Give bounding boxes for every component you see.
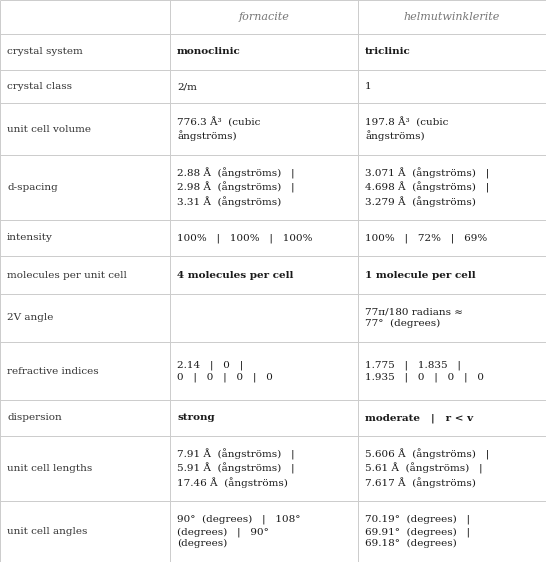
Text: intensity: intensity	[7, 233, 53, 242]
Text: monoclinic: monoclinic	[177, 48, 241, 57]
Text: crystal system: crystal system	[7, 48, 83, 57]
Text: 1.775   |   1.835   |
1.935   |   0   |   0   |   0: 1.775 | 1.835 | 1.935 | 0 | 0 | 0	[365, 360, 484, 382]
Text: 2.14   |   0   |
0   |   0   |   0   |   0: 2.14 | 0 | 0 | 0 | 0 | 0	[177, 360, 273, 382]
Text: 2/m: 2/m	[177, 82, 197, 91]
Text: 1: 1	[365, 82, 372, 91]
Text: fornacite: fornacite	[239, 12, 289, 22]
Text: 197.8 Å³  (cubic
ångströms): 197.8 Å³ (cubic ångströms)	[365, 117, 448, 141]
Text: 1 molecule per cell: 1 molecule per cell	[365, 270, 476, 279]
Text: 5.606 Å  (ångströms)   |
5.61 Å  (ångströms)   |
7.617 Å  (ångströms): 5.606 Å (ångströms) | 5.61 Å (ångströms)…	[365, 448, 489, 488]
Text: moderate   |   r < v: moderate | r < v	[365, 413, 473, 423]
Text: 90°  (degrees)   |   108°
(degrees)   |   90°
(degrees): 90° (degrees) | 108° (degrees) | 90° (de…	[177, 515, 300, 548]
Text: 3.071 Å  (ångströms)   |
4.698 Å  (ångströms)   |
3.279 Å  (ångströms): 3.071 Å (ångströms) | 4.698 Å (ångströms…	[365, 167, 489, 207]
Text: d-spacing: d-spacing	[7, 183, 58, 192]
Text: unit cell lengths: unit cell lengths	[7, 464, 92, 473]
Text: 4 molecules per cell: 4 molecules per cell	[177, 270, 293, 279]
Text: dispersion: dispersion	[7, 414, 62, 423]
Text: unit cell volume: unit cell volume	[7, 125, 91, 134]
Text: 2V angle: 2V angle	[7, 314, 54, 323]
Text: 100%   |   72%   |   69%: 100% | 72% | 69%	[365, 233, 487, 243]
Text: 70.19°  (degrees)   |
69.91°  (degrees)   |
69.18°  (degrees): 70.19° (degrees) | 69.91° (degrees) | 69…	[365, 515, 470, 548]
Text: helmutwinklerite: helmutwinklerite	[404, 12, 500, 22]
Text: 7.91 Å  (ångströms)   |
5.91 Å  (ångströms)   |
17.46 Å  (ångströms): 7.91 Å (ångströms) | 5.91 Å (ångströms) …	[177, 448, 295, 488]
Text: refractive indices: refractive indices	[7, 366, 99, 375]
Text: 100%   |   100%   |   100%: 100% | 100% | 100%	[177, 233, 312, 243]
Text: 2.88 Å  (ångströms)   |
2.98 Å  (ångströms)   |
3.31 Å  (ångströms): 2.88 Å (ångströms) | 2.98 Å (ångströms) …	[177, 167, 295, 207]
Text: triclinic: triclinic	[365, 48, 411, 57]
Text: 77π/180 radians ≈
77°  (degrees): 77π/180 radians ≈ 77° (degrees)	[365, 307, 463, 328]
Text: 776.3 Å³  (cubic
ångströms): 776.3 Å³ (cubic ångströms)	[177, 117, 260, 141]
Text: molecules per unit cell: molecules per unit cell	[7, 270, 127, 279]
Text: unit cell angles: unit cell angles	[7, 527, 87, 536]
Text: strong: strong	[177, 414, 215, 423]
Text: crystal class: crystal class	[7, 82, 72, 91]
